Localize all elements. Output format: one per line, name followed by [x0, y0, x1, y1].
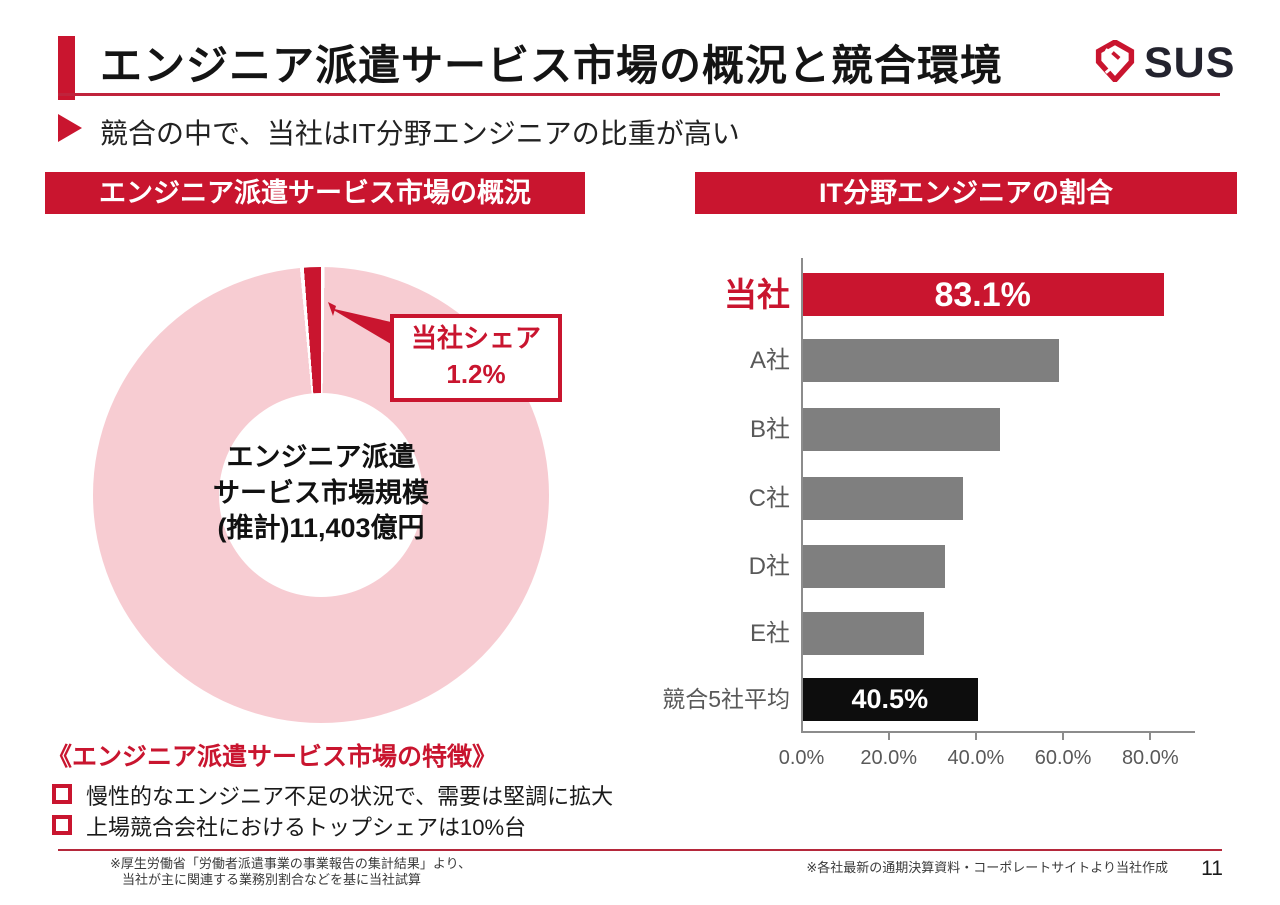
subtitle-arrow-icon: [58, 114, 82, 142]
x-axis-tick-1: [887, 731, 890, 740]
footnote-source-right: ※各社最新の通期決算資料・コーポレートサイトより当社作成: [806, 860, 1168, 875]
page-title: エンジニア派遣サービス市場の概況と競合環境: [100, 42, 1004, 89]
bar-3: [801, 477, 963, 520]
bar-0: 83.1%: [801, 273, 1164, 316]
bar-category-label-2: B社: [749, 416, 790, 443]
callout-value: 1.2%: [446, 359, 506, 390]
x-axis-line: [800, 731, 1195, 733]
donut-center-line1: エンジニア派遣: [226, 442, 416, 472]
features-heading: 《エンジニア派遣サービス市場の特徴》: [47, 743, 498, 771]
x-axis-tick-3: [1062, 731, 1065, 740]
footer-divider: [58, 849, 1222, 851]
bullet-square-icon: [52, 784, 72, 804]
feature-text: 上場競合会社におけるトップシェアは10%台: [86, 815, 527, 840]
subtitle: 競合の中で、当社はIT分野エンジニアの比重が高い: [100, 118, 740, 149]
bar-value-label-6: 40.5%: [851, 684, 929, 714]
feature-text: 慢性的なエンジニア不足の状況で、需要は堅調に拡大: [86, 784, 614, 809]
bar-4: [801, 545, 946, 588]
page-number: 11: [1201, 857, 1223, 880]
x-axis-tick-label-4: 80.0%: [1121, 747, 1179, 769]
title-underline: [58, 93, 1220, 96]
bar-category-label-6: 競合5社平均: [662, 686, 790, 712]
bar-category-label-3: C社: [748, 485, 790, 512]
sus-logo-icon: [1094, 38, 1136, 87]
bar-category-label-0: 当社: [724, 276, 790, 313]
callout-label: 当社シェア: [410, 323, 541, 353]
feature-item: 慢性的なエンジニア不足の状況で、需要は堅調に拡大: [52, 779, 613, 809]
bar-1: [801, 339, 1059, 382]
bar-2: [801, 408, 1000, 451]
bar-chart: 当社 83.1% A社 B社 C社 D社 E社競合5社平均 40.5% 0.0% 20.0% 40.…: [640, 250, 1240, 790]
bar-category-label-4: D社: [748, 553, 790, 580]
footnote-source-left-2: 当社が主に関連する業務別割合などを基に当社試算: [122, 872, 422, 887]
left-section-banner: エンジニア派遣サービス市場の概況: [45, 172, 585, 214]
logo-text: SUS: [1144, 38, 1236, 87]
donut-center-line3: (推計)11,403億円: [217, 513, 425, 544]
x-axis-tick-4: [1149, 731, 1152, 740]
x-axis-tick-label-3: 60.0%: [1034, 747, 1092, 769]
bullet-square-icon: [52, 815, 72, 835]
bar-category-label-1: A社: [749, 347, 790, 374]
x-axis-tick-2: [974, 731, 977, 740]
feature-item: 上場競合会社におけるトップシェアは10%台: [52, 810, 526, 840]
x-axis-tick-label-0: 0.0%: [778, 747, 825, 769]
bar-value-label-0: 83.1%: [934, 276, 1031, 314]
donut-center-label: エンジニア派遣 サービス市場規模 (推計)11,403億円: [93, 440, 549, 547]
share-callout: 当社シェア 1.2%: [390, 314, 562, 402]
callout-pointer: [320, 296, 400, 353]
right-section-banner: IT分野エンジニアの割合: [695, 172, 1237, 214]
bar-category-label-5: E社: [749, 620, 790, 647]
bar-6: 40.5%: [801, 678, 979, 721]
y-axis-line: [800, 258, 803, 733]
company-logo: SUS: [1094, 38, 1274, 87]
title-accent-bar: [58, 36, 75, 100]
donut-hole: [219, 393, 423, 597]
footnote-source-left: ※厚生労働省「労働者派遣事業の事業報告の集計結果」より、: [110, 856, 472, 871]
x-axis-tick-label-2: 40.0%: [947, 747, 1005, 769]
bar-5: [801, 612, 924, 655]
x-axis-tick-label-1: 20.0%: [860, 747, 918, 769]
donut-center-line2: サービス市場規模: [213, 477, 429, 508]
